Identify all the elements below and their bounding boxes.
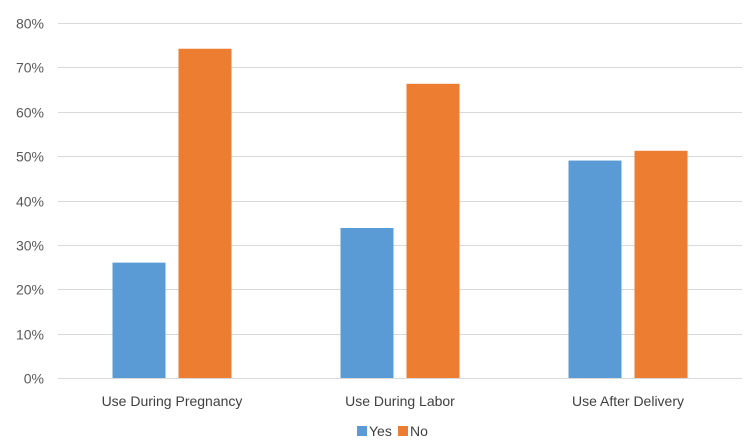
legend-label-yes: Yes (369, 423, 392, 439)
y-tick-label: 0% (24, 371, 44, 387)
y-axis-ticks: 0% 10% 20% 30% 40% 50% 60% 70% 80% (16, 16, 44, 387)
y-tick-label: 40% (16, 194, 44, 210)
y-tick-label: 10% (16, 327, 44, 343)
legend-label-no: No (410, 423, 428, 439)
y-tick-label: 60% (16, 105, 44, 121)
bar-no-2 (406, 83, 460, 378)
legend-swatch-yes (357, 426, 367, 436)
bars (112, 48, 688, 379)
y-tick-label: 30% (16, 238, 44, 254)
x-category-label: Use After Delivery (572, 393, 684, 409)
bar-no-1 (178, 48, 232, 379)
bar-yes-2 (340, 228, 394, 378)
y-tick-label: 50% (16, 149, 44, 165)
gridlines (58, 23, 742, 335)
bar-no-3 (634, 150, 688, 378)
legend: Yes No (357, 423, 428, 439)
bar-yes-3 (568, 160, 622, 378)
legend-swatch-no (398, 426, 408, 436)
x-category-label: Use During Labor (345, 393, 455, 409)
y-tick-label: 80% (16, 16, 44, 32)
y-tick-label: 20% (16, 282, 44, 298)
bar-yes-1 (112, 262, 166, 378)
x-axis-labels: Use During Pregnancy Use During Labor Use … (102, 393, 684, 409)
y-tick-label: 70% (16, 60, 44, 76)
x-category-label: Use During Pregnancy (102, 393, 243, 409)
